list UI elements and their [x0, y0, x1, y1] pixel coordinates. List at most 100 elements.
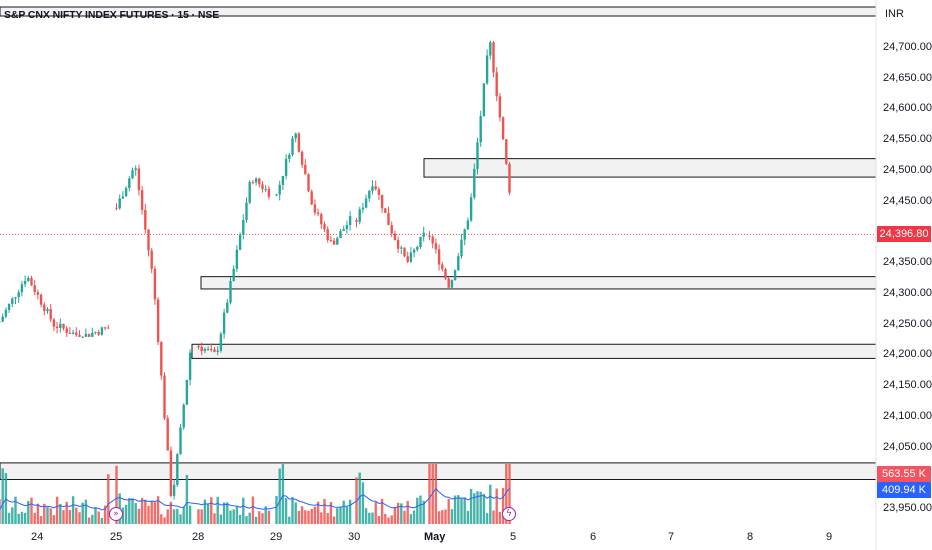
candle-body	[387, 212, 390, 226]
volume-bar	[294, 502, 297, 524]
candle-body	[11, 298, 14, 304]
volume-bar	[384, 513, 387, 524]
volume-bar	[307, 510, 310, 524]
time-tick: 6	[590, 531, 597, 543]
time-tick: 8	[747, 531, 754, 543]
volume-bar	[492, 510, 495, 524]
volume-bar	[304, 510, 307, 524]
candle-body	[428, 235, 431, 237]
volume-bar	[49, 508, 52, 524]
currency-label[interactable]: INR	[885, 8, 904, 20]
candle-body	[371, 186, 374, 191]
volume-bar	[137, 508, 141, 524]
volume-bar	[329, 501, 333, 524]
volume-bar	[345, 506, 349, 524]
volume-bar	[172, 509, 176, 524]
zone-box[interactable]	[191, 343, 877, 359]
price-tick: 24,600.00	[883, 102, 932, 115]
lightning-icon[interactable]: ϟ	[502, 507, 516, 521]
volume-bar	[450, 509, 454, 524]
zone-box[interactable]	[0, 462, 877, 480]
candle-body	[313, 204, 317, 213]
volume-bar	[281, 464, 285, 524]
candle-body	[495, 72, 498, 97]
volume-bar	[377, 515, 381, 524]
volume-bar	[336, 508, 339, 524]
candle-body	[176, 454, 179, 485]
volume-bar	[71, 496, 75, 524]
candle-body	[235, 249, 239, 269]
candle-body	[169, 450, 173, 496]
candle-body	[304, 164, 307, 175]
candle-body	[447, 278, 450, 288]
double-chevron-right-icon[interactable]: »	[109, 507, 123, 521]
volume-bar	[320, 512, 323, 524]
volume-bar	[364, 508, 368, 524]
candle-body	[55, 326, 59, 329]
candle-body	[416, 246, 419, 250]
volume-bar	[441, 510, 444, 524]
candle-body	[374, 186, 377, 190]
volume-bar	[428, 464, 431, 524]
candle-body	[258, 178, 261, 185]
candle-body	[216, 350, 219, 352]
volume-bar	[59, 503, 62, 524]
zone-box[interactable]	[423, 158, 877, 178]
volume-bar	[39, 516, 43, 524]
volume-bar	[495, 488, 498, 524]
volume-bar	[466, 510, 470, 524]
candle-body	[501, 117, 505, 140]
volume-bar	[300, 506, 304, 524]
volume-bar	[81, 502, 84, 524]
volume-bar	[316, 501, 320, 524]
volume-bar	[97, 511, 100, 524]
candle-body	[377, 189, 381, 195]
volume-bar	[251, 496, 255, 524]
candle-body	[156, 299, 160, 343]
volume-bar	[444, 509, 447, 524]
candle-body	[463, 229, 466, 240]
candle-body	[7, 303, 11, 310]
zone-box[interactable]	[200, 276, 877, 290]
volume-bar	[284, 497, 288, 524]
volume-bar	[30, 497, 33, 524]
volume-bar	[121, 507, 125, 524]
candle-body	[437, 249, 441, 265]
candle-body	[294, 133, 297, 139]
volume-bar	[55, 496, 59, 524]
candle-body	[336, 238, 339, 245]
volume-bar	[27, 500, 30, 524]
volume-bar	[267, 510, 271, 524]
volume-bar	[153, 502, 157, 524]
candle-body	[46, 309, 49, 312]
volume-bar	[374, 502, 377, 524]
volume-bar	[310, 508, 313, 524]
volume-bar	[380, 498, 384, 524]
volume-bar	[463, 497, 466, 524]
candle-body	[457, 256, 460, 271]
volume-bar	[457, 495, 460, 524]
candle-body	[323, 224, 326, 230]
volume-bar	[396, 502, 400, 524]
volume-bar	[0, 498, 1, 524]
volume-bar	[447, 498, 450, 524]
candle-body	[485, 55, 489, 84]
candle-body	[172, 484, 176, 496]
candle-body	[393, 233, 397, 241]
candle-body	[422, 232, 425, 237]
candle-body	[297, 133, 301, 152]
volume-bar	[206, 504, 210, 524]
candle-body	[213, 349, 216, 352]
candle-body	[144, 209, 147, 230]
price-tick: 24,350.00	[883, 256, 932, 269]
candle-body	[206, 349, 210, 351]
candle-body	[219, 333, 223, 351]
volume-bar	[222, 502, 226, 524]
volume-bar	[479, 491, 482, 524]
candle-body	[179, 427, 182, 455]
volume-bar	[103, 505, 107, 524]
volume-bar	[179, 514, 182, 524]
candles	[0, 40, 511, 500]
volume-bar	[150, 500, 153, 524]
